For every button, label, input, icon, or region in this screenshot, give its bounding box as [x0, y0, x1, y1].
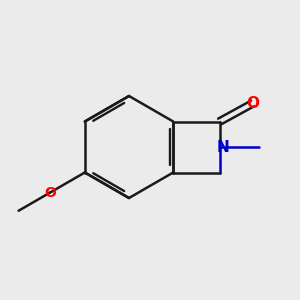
Text: N: N [216, 140, 229, 154]
Text: O: O [246, 96, 259, 111]
Text: O: O [44, 186, 56, 200]
